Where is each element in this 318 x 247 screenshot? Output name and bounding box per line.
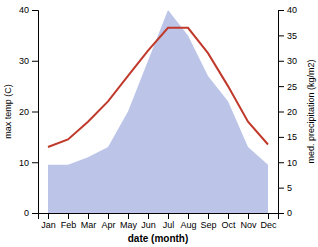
x-axis-title: date (month) [128, 233, 189, 244]
tick: Oct [221, 213, 236, 230]
tick-label: 0 [287, 208, 292, 218]
tick-mark [278, 86, 284, 87]
x-axis: Jan Feb Mar Apr MayJun Jul Aug Sep Oct NovDec [39, 213, 279, 230]
tick: 40 [19, 5, 38, 15]
y-axis-title: max temp (C) [3, 84, 13, 139]
tick: 40 [278, 5, 297, 15]
chart: Jan Feb Mar Apr MayJun Jul Aug Sep Oct NovDec 0 10 2… [0, 0, 318, 247]
tick-mark [278, 112, 284, 113]
tick: Jul [163, 213, 175, 230]
tick-label: 10 [287, 158, 297, 168]
tick-label: 0 [24, 208, 29, 218]
area [48, 10, 268, 213]
tick-mark [278, 188, 284, 189]
tick: Feb [61, 213, 77, 230]
tick: 0 [24, 208, 38, 218]
tick-label: 10 [19, 158, 29, 168]
tick: 20 [19, 107, 38, 117]
y-axis: 0 10 20 30 40 [19, 5, 39, 218]
tick: Jan [41, 213, 56, 230]
axis-line [32, 11, 39, 214]
tick: 30 [19, 56, 38, 66]
tick: 35 [278, 31, 297, 41]
tick-mark [168, 213, 169, 219]
tick-label: 20 [287, 107, 297, 117]
tick: Mar [81, 213, 97, 230]
tick-mark [278, 137, 284, 138]
tick-mark [68, 213, 69, 219]
tick-label: Sep [200, 220, 216, 230]
tick-label: 15 [287, 132, 297, 142]
tick-mark [228, 213, 229, 219]
y2-axis-title: med. precipitation (kg/m2) [306, 59, 316, 163]
tick: 30 [278, 56, 297, 66]
plot-area [48, 10, 268, 213]
tick-label: Feb [61, 220, 77, 230]
line [48, 28, 268, 147]
tick: Sep [200, 213, 216, 230]
tick-mark [188, 213, 189, 219]
tick-mark [32, 112, 38, 113]
tick-label: Dec [260, 220, 277, 230]
tick-label: Jan [41, 220, 56, 230]
tick-mark [108, 213, 109, 219]
tick: Jun [141, 213, 156, 230]
tick-label: Nov [240, 220, 257, 230]
tick: Aug [180, 213, 196, 230]
chart-container: Jan Feb Mar Apr MayJun Jul Aug Sep Oct NovDec 0 10 2… [0, 0, 318, 247]
tick-label: 25 [287, 82, 297, 92]
tick-mark [278, 10, 284, 11]
tick: Nov [240, 213, 257, 230]
tick-label: 30 [19, 56, 29, 66]
tick-label: 5 [287, 183, 292, 193]
tick-mark [278, 61, 284, 62]
tick-label: Aug [180, 220, 196, 230]
tick-mark [148, 213, 149, 219]
tick: Apr [101, 213, 115, 230]
tick-mark [32, 10, 38, 11]
tick-label: Mar [81, 220, 97, 230]
tick-mark [278, 162, 284, 163]
tick-mark [278, 35, 284, 36]
y2-axis: 0 5 10 15 20 25 30 35 40 [278, 5, 297, 218]
tick-label: Jun [141, 220, 156, 230]
tick: 0 [278, 208, 292, 218]
tick: 25 [278, 82, 297, 92]
tick: 10 [19, 158, 38, 168]
tick-label: 40 [19, 5, 29, 15]
tick-label: 35 [287, 31, 297, 41]
tick-label: Oct [221, 220, 236, 230]
tick: 5 [278, 183, 292, 193]
tick-label: Jul [163, 220, 175, 230]
axis-line [279, 11, 285, 214]
tick-label: 20 [19, 107, 29, 117]
tick-label: 40 [287, 5, 297, 15]
tick-label: May [120, 220, 138, 230]
tick-mark [278, 213, 284, 214]
tick: May [120, 213, 138, 230]
tick-mark [32, 162, 38, 163]
axis-line [39, 214, 279, 220]
tick-mark [268, 213, 269, 219]
tick-mark [128, 213, 129, 219]
tick-mark [32, 213, 38, 214]
tick-mark [48, 213, 49, 219]
tick: 10 [278, 158, 297, 168]
tick-label: Apr [101, 220, 115, 230]
tick-label: 30 [287, 56, 297, 66]
tick-mark [208, 213, 209, 219]
tick: Dec [260, 213, 277, 230]
tick-mark [88, 213, 89, 219]
tick-mark [32, 61, 38, 62]
tick: 20 [278, 107, 297, 117]
tick: 15 [278, 132, 297, 142]
tick-mark [248, 213, 249, 219]
